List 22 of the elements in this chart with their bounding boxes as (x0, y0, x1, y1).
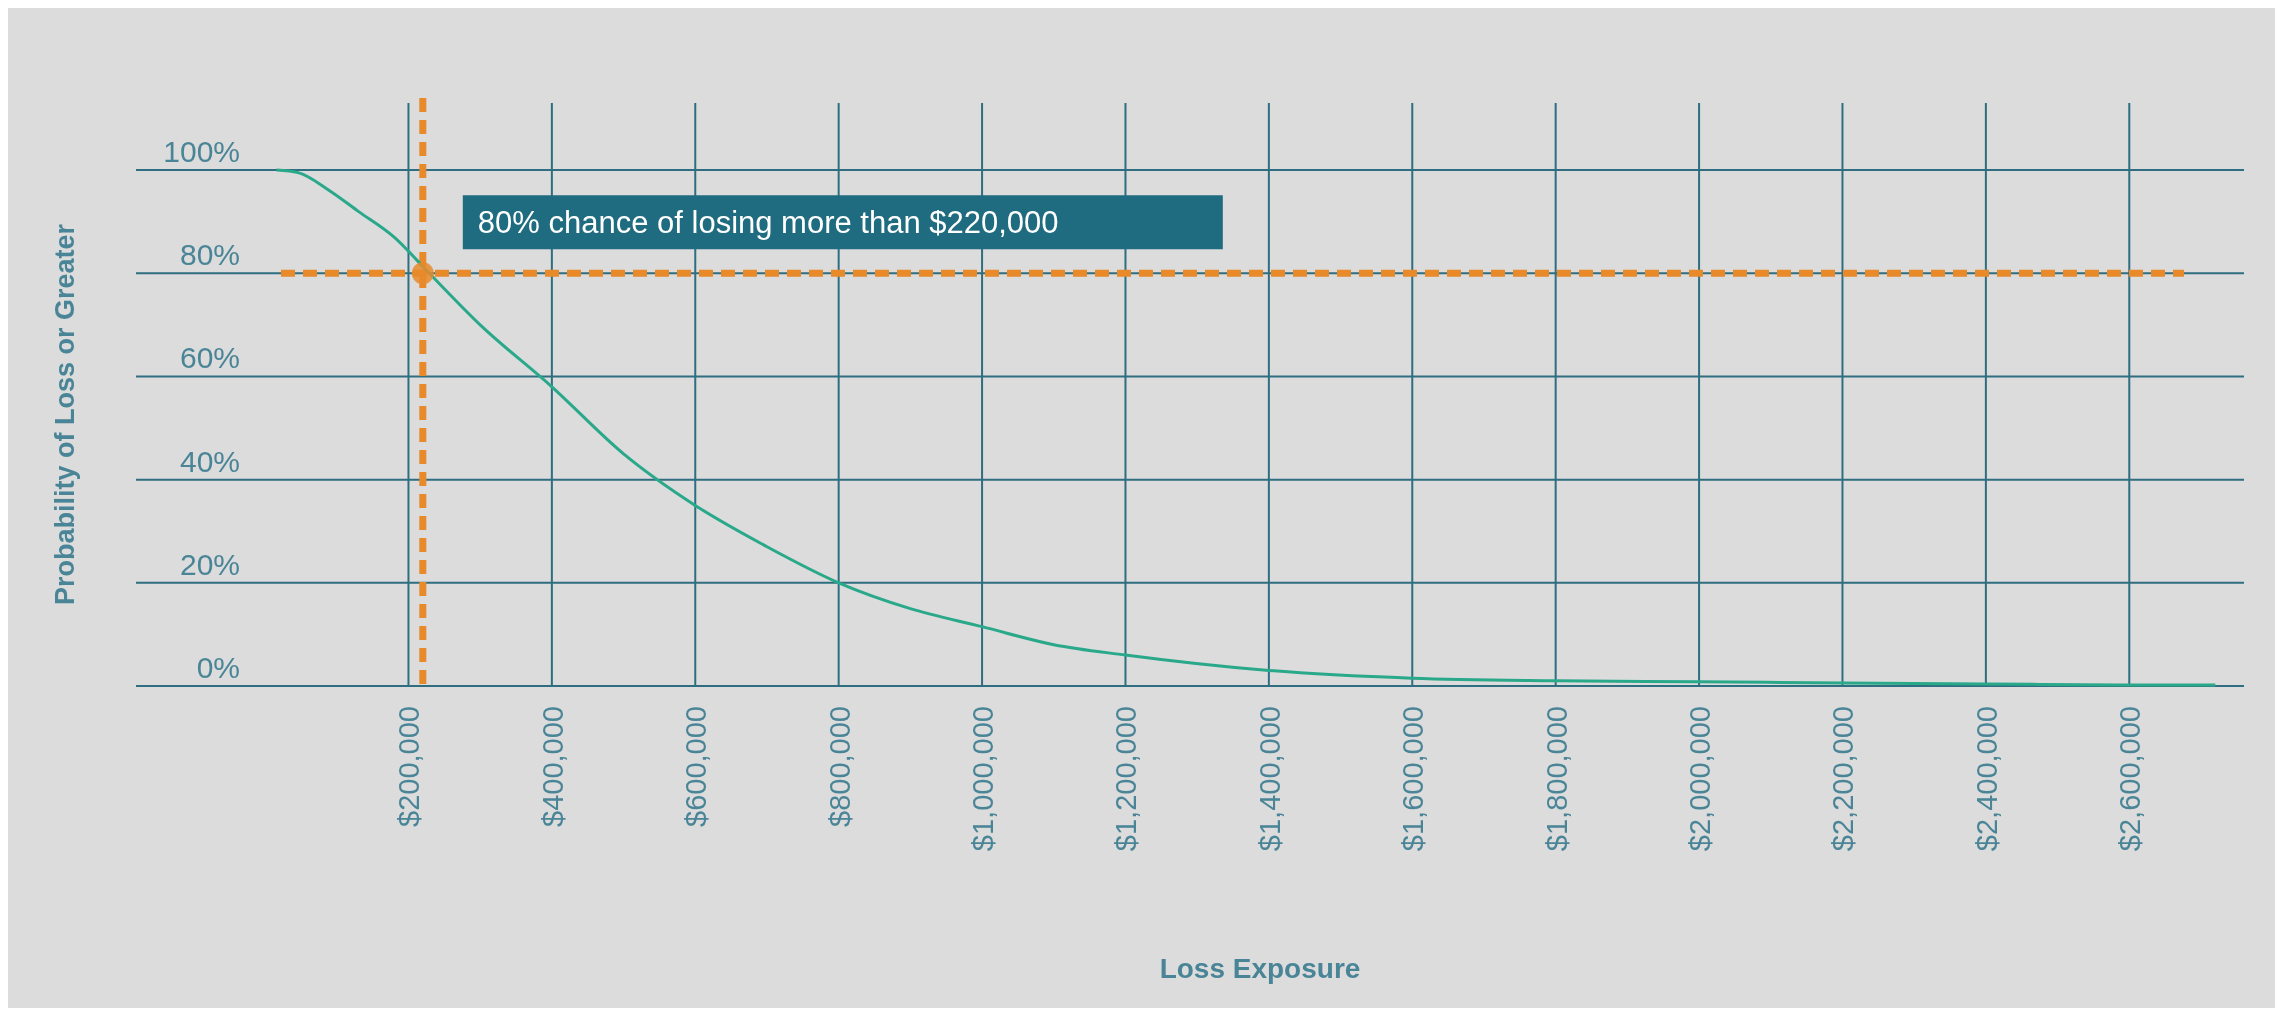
y-tick-label: 60% (179, 341, 240, 375)
y-tick-label: 80% (179, 238, 240, 272)
annotation: 80% chance of losing more than $220,000 (477, 205, 1059, 241)
y-tick-label: 40% (179, 444, 240, 478)
x-tick-label: $2,000,000 (1684, 706, 1717, 852)
x-tick-label: $1,200,000 (1110, 706, 1143, 852)
x-tick-label: $1,800,000 (1540, 706, 1573, 852)
x-tick-label: $1,600,000 (1397, 706, 1430, 852)
y-tick-label: 100% (163, 135, 240, 169)
x-axis-title: Loss Exposure (1159, 953, 1361, 984)
x-tick-label: $600,000 (680, 706, 713, 827)
x-tick-label: $2,200,000 (1827, 706, 1860, 852)
y-tick-label: 0% (196, 651, 240, 684)
x-tick-label: $2,600,000 (2114, 706, 2147, 852)
x-tick-label: $2,400,000 (1970, 706, 2003, 852)
x-tick-label: $800,000 (823, 706, 856, 827)
x-tick-label: $400,000 (536, 706, 569, 827)
y-axis-title: Probability of Loss or Greater (50, 223, 80, 606)
y-tick-label: 20% (179, 547, 240, 581)
x-tick-label: $1,000,000 (967, 706, 1000, 852)
x-tick-label: $200,000 (393, 706, 426, 827)
x-tick-label: $1,400,000 (1253, 706, 1286, 852)
